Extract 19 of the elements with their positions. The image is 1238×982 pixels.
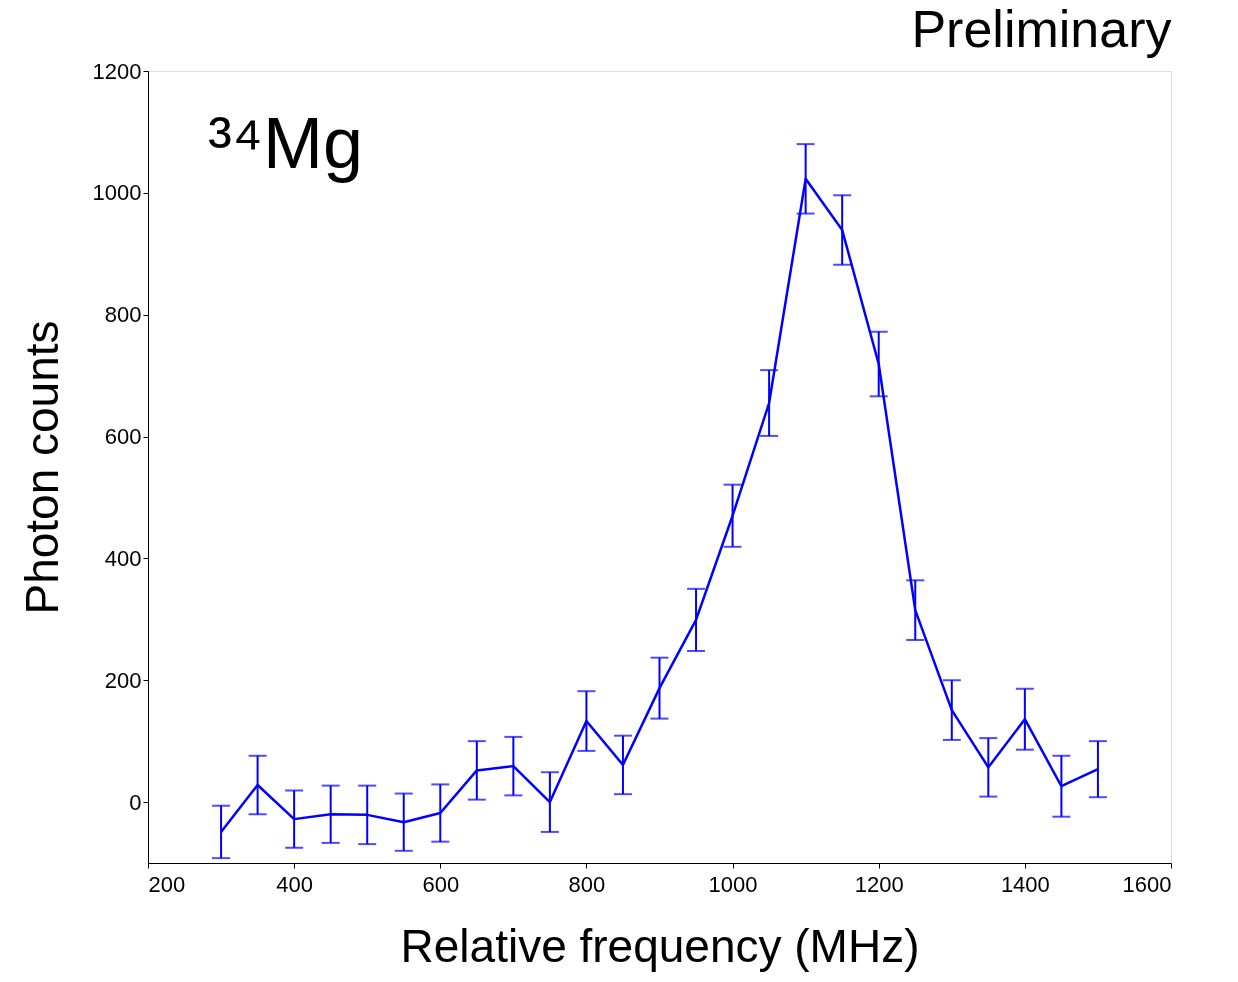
x-tick-label: 400 — [276, 871, 313, 897]
x-axis-title: Relative frequency (MHz) — [400, 919, 920, 972]
y-tick-label: 1200 — [92, 58, 142, 84]
x-tick-label: 200 — [148, 871, 186, 897]
x-tick-label: 600 — [422, 871, 460, 897]
x-tick-label: 1000 — [708, 871, 758, 897]
x-tick-label: 800 — [568, 871, 606, 897]
y-tick-label: 200 — [104, 667, 142, 693]
y-axis-title: Photon counts — [15, 320, 68, 615]
x-tick-label: 1200 — [854, 871, 904, 897]
y-tick-label: 800 — [104, 302, 142, 328]
chart-title: Preliminary — [911, 0, 1172, 58]
y-tick-label: 400 — [104, 545, 142, 571]
x-tick-label: 1400 — [1000, 871, 1050, 897]
x-tick-label: 1600 — [1122, 871, 1172, 897]
annotation: ³⁴Mg — [208, 103, 363, 183]
y-tick-label: 600 — [104, 424, 142, 450]
y-tick-label: 0 — [129, 789, 142, 815]
y-tick-label: 1000 — [92, 180, 142, 206]
